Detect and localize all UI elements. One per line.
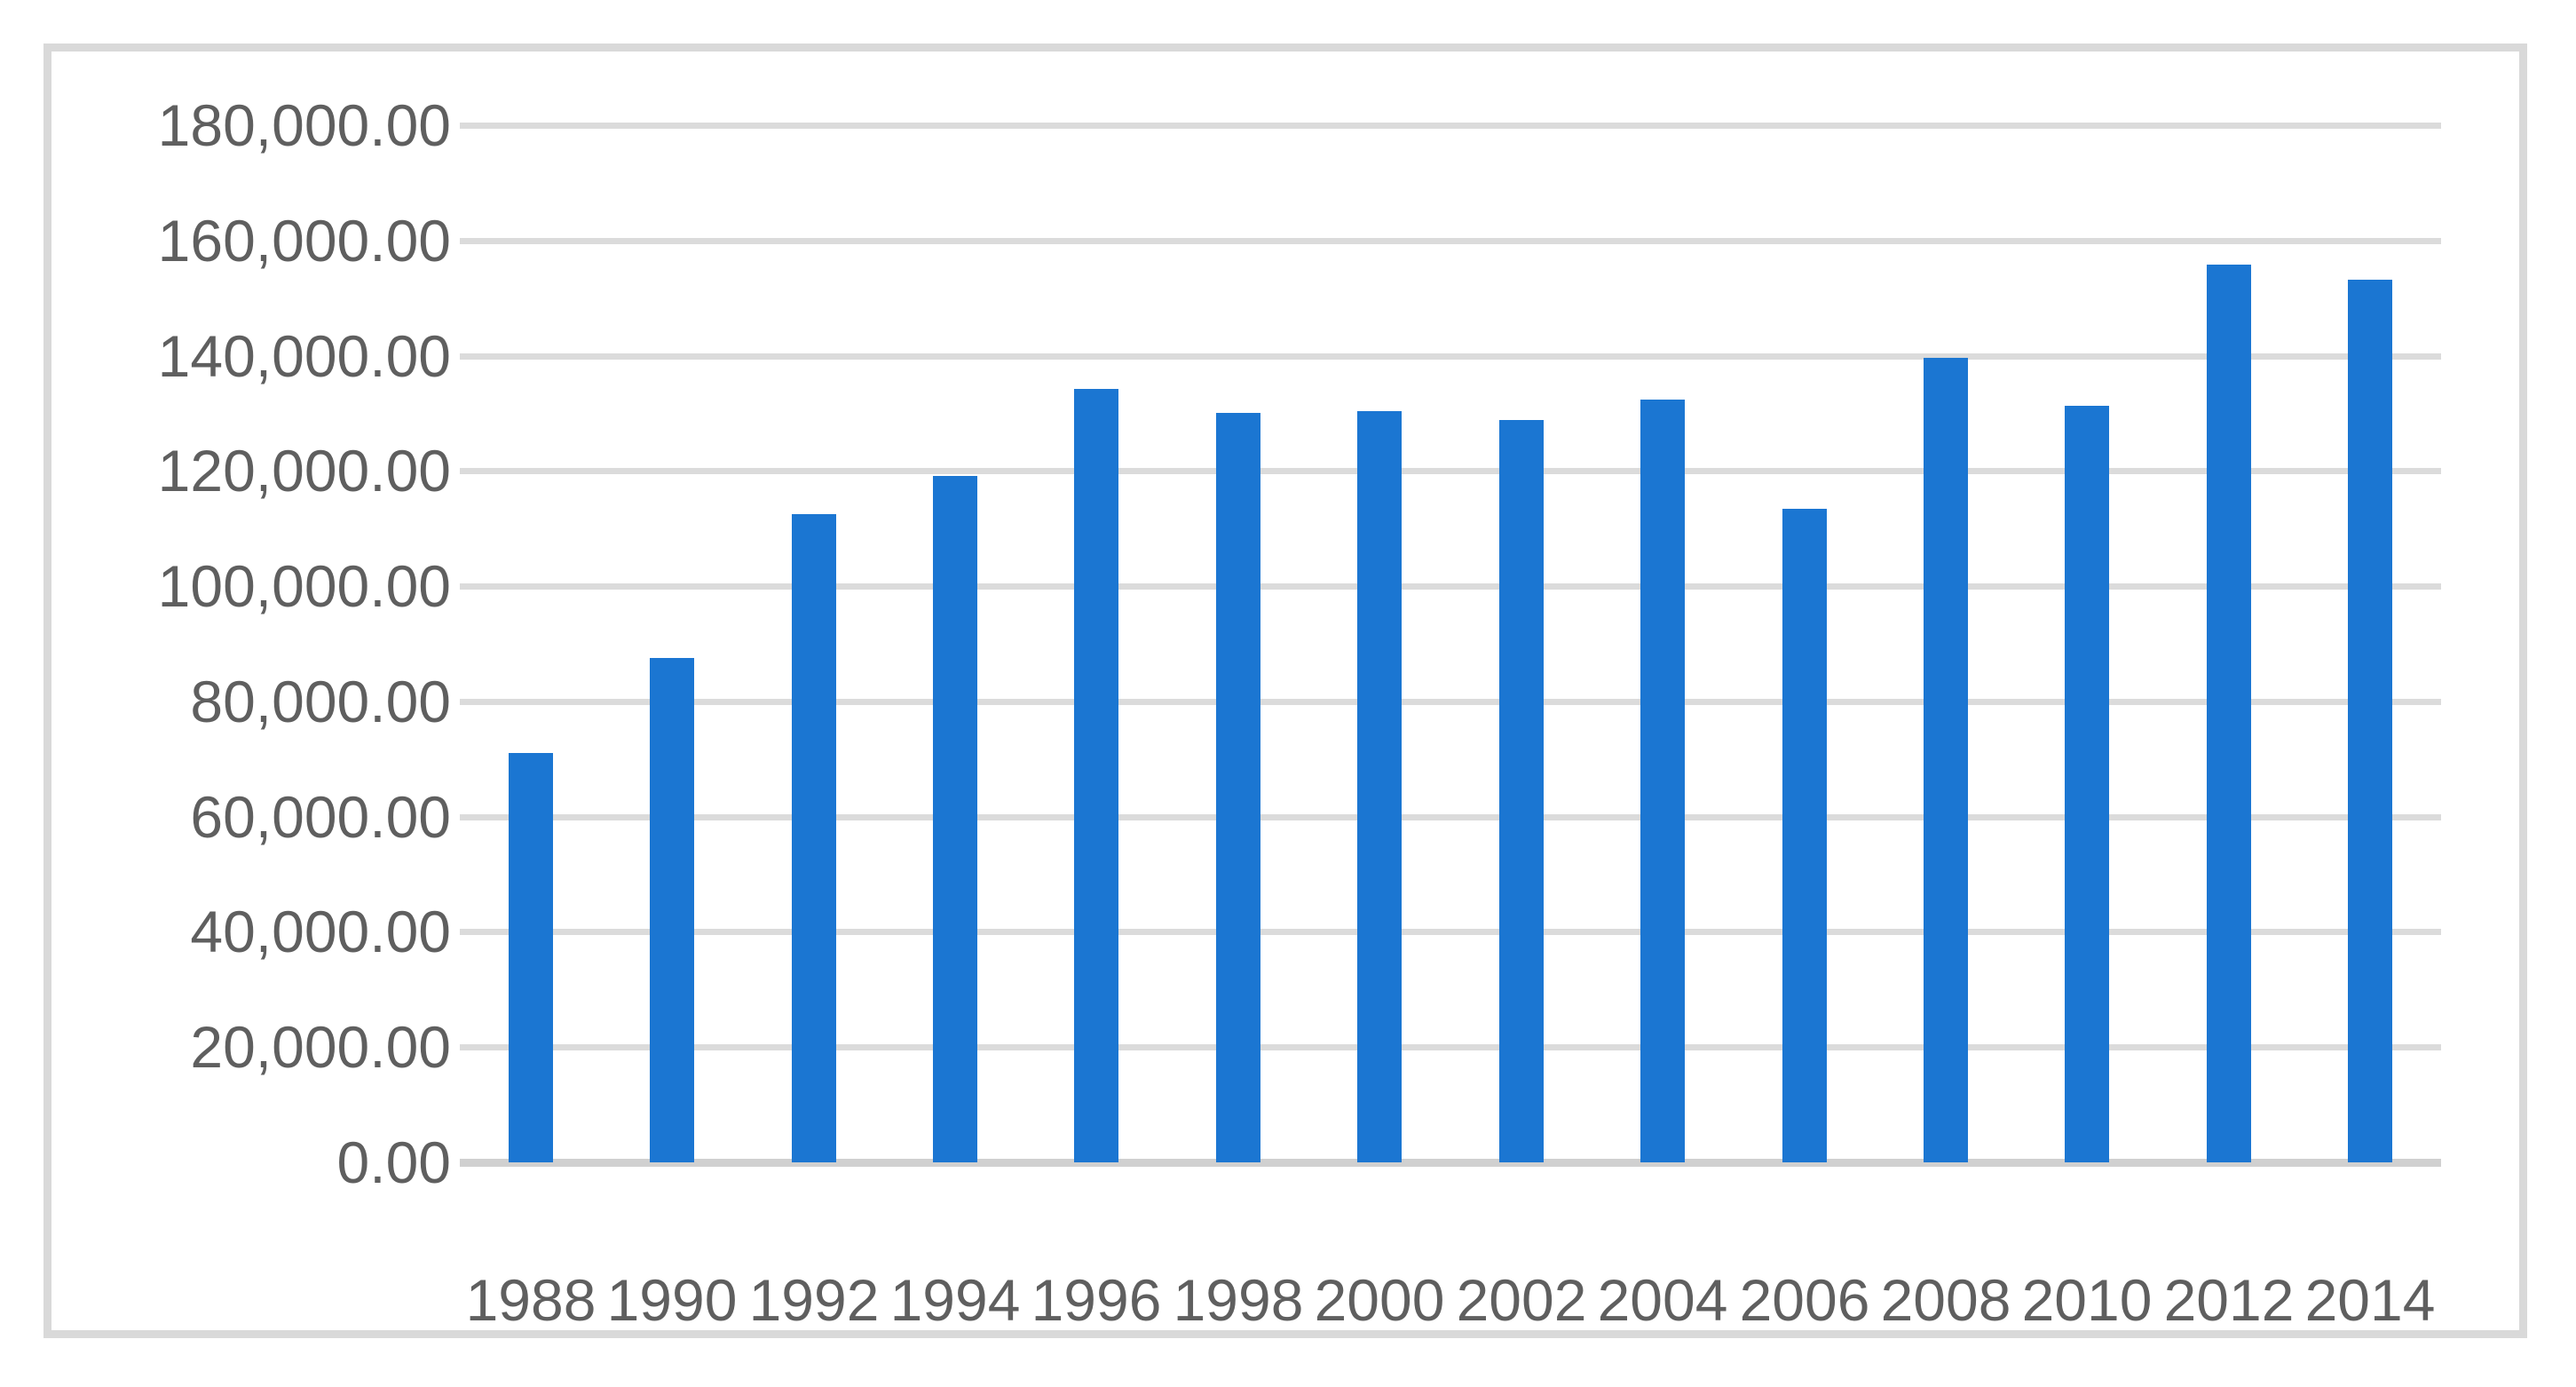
y-tick-label: 100,000.00 bbox=[157, 553, 451, 619]
x-axis-line bbox=[460, 1159, 2441, 1167]
gridline bbox=[460, 1044, 2441, 1050]
bar-1994 bbox=[933, 476, 977, 1162]
x-tick-label: 2004 bbox=[1597, 1267, 1728, 1333]
x-tick-label: 1996 bbox=[1031, 1267, 1162, 1333]
x-tick-label: 1990 bbox=[606, 1267, 738, 1333]
y-tick-label: 120,000.00 bbox=[157, 438, 451, 503]
y-tick-label: 80,000.00 bbox=[190, 669, 451, 734]
x-tick-label: 2000 bbox=[1314, 1267, 1445, 1333]
y-tick-label: 180,000.00 bbox=[157, 92, 451, 158]
y-tick-label: 0.00 bbox=[336, 1129, 451, 1195]
x-tick-label: 2010 bbox=[2021, 1267, 2153, 1333]
gridline bbox=[460, 814, 2441, 820]
x-tick-label: 1988 bbox=[465, 1267, 597, 1333]
y-tick-label: 140,000.00 bbox=[157, 323, 451, 389]
x-tick-label: 2006 bbox=[1739, 1267, 1870, 1333]
bar-1998 bbox=[1216, 413, 1260, 1162]
bar-1992 bbox=[792, 514, 836, 1162]
bar-1990 bbox=[650, 658, 694, 1162]
bar-2004 bbox=[1640, 400, 1685, 1162]
gridline bbox=[460, 929, 2441, 935]
y-tick-label: 40,000.00 bbox=[190, 899, 451, 964]
gridline bbox=[460, 583, 2441, 590]
x-tick-label: 2008 bbox=[1880, 1267, 2011, 1333]
bar-2010 bbox=[2065, 406, 2109, 1162]
x-tick-label: 1994 bbox=[889, 1267, 1021, 1333]
bar-2002 bbox=[1499, 420, 1544, 1162]
x-tick-label: 2012 bbox=[2163, 1267, 2295, 1333]
chart-frame: 180,000.00 160,000.00 140,000.00 120,000.00… bbox=[43, 44, 2527, 1338]
bar-2008 bbox=[1924, 358, 1968, 1162]
gridline bbox=[460, 468, 2441, 474]
bar-1996 bbox=[1074, 389, 1118, 1162]
y-tick-label: 160,000.00 bbox=[157, 208, 451, 273]
y-tick-label: 20,000.00 bbox=[190, 1014, 451, 1080]
bar-1988 bbox=[509, 753, 553, 1162]
bar-2014 bbox=[2348, 280, 2392, 1162]
gridline bbox=[460, 353, 2441, 360]
x-tick-label: 1992 bbox=[748, 1267, 880, 1333]
y-tick-label: 60,000.00 bbox=[190, 784, 451, 850]
gridline bbox=[460, 123, 2441, 129]
x-tick-label: 2014 bbox=[2304, 1267, 2436, 1333]
bar-2012 bbox=[2207, 265, 2251, 1162]
bar-2000 bbox=[1357, 411, 1402, 1162]
gridline bbox=[460, 238, 2441, 244]
x-tick-label: 2002 bbox=[1456, 1267, 1587, 1333]
bar-2006 bbox=[1782, 509, 1827, 1162]
gridline bbox=[460, 699, 2441, 705]
x-tick-label: 1998 bbox=[1173, 1267, 1304, 1333]
